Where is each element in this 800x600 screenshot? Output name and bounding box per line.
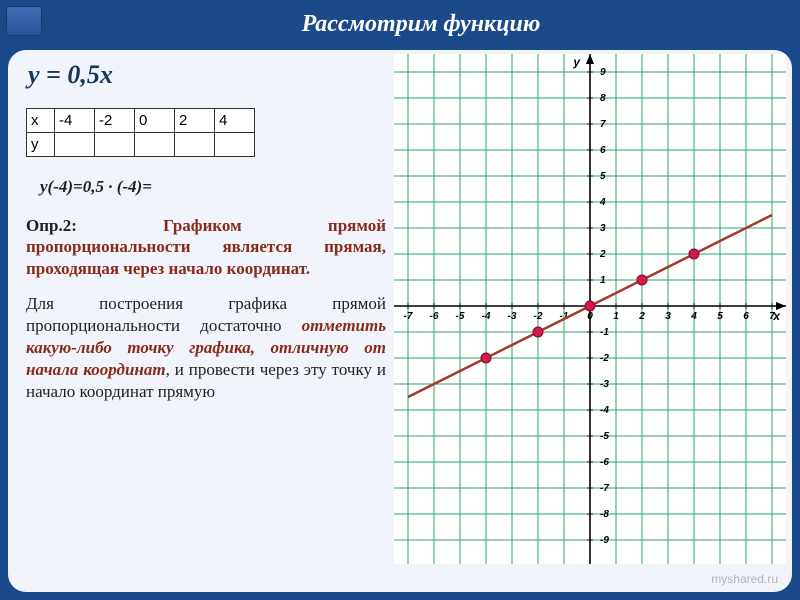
svg-text:-3: -3 [508,311,517,322]
calc-line: у(-4)=0,5 · (-4)= [40,177,386,197]
svg-text:4: 4 [690,311,697,322]
svg-text:-2: -2 [534,311,543,322]
logo [6,6,42,36]
definition: Опр.2: Графиком прямой пропорциональност… [26,215,386,279]
definition-label: Опр.2: [26,216,163,235]
svg-text:-7: -7 [404,311,413,322]
cell [95,133,135,157]
values-table: х -4 -2 0 2 4 у [26,108,255,157]
svg-text:-6: -6 [600,457,609,468]
svg-text:6: 6 [600,145,606,156]
table-row: у [27,133,255,157]
row-label-x: х [27,109,55,133]
svg-text:-8: -8 [600,509,609,520]
svg-text:0: 0 [587,311,593,322]
svg-text:1: 1 [600,275,606,286]
cell [55,133,95,157]
svg-text:4: 4 [599,197,606,208]
svg-text:8: 8 [600,93,606,104]
cell: 0 [135,109,175,133]
svg-text:3: 3 [600,223,606,234]
svg-text:5: 5 [717,311,723,322]
cell: -2 [95,109,135,133]
svg-text:-4: -4 [482,311,491,322]
table-row: х -4 -2 0 2 4 [27,109,255,133]
formula: y = 0,5x [28,60,386,90]
svg-text:x: x [772,309,781,323]
cell: 2 [175,109,215,133]
svg-text:2: 2 [638,311,645,322]
svg-text:5: 5 [600,171,606,182]
cell: 4 [215,109,255,133]
svg-text:-1: -1 [600,327,609,338]
row-label-y: у [27,133,55,157]
svg-text:-4: -4 [600,405,609,416]
svg-text:2: 2 [599,249,606,260]
content-card: y = 0,5x х -4 -2 0 2 4 у у(-4)=0,5 · (-4… [8,50,792,592]
svg-text:-5: -5 [456,311,465,322]
svg-text:-2: -2 [600,353,609,364]
chart-svg: -7-6-5-4-3-2-101234567-9-8-7-6-5-4-3-2-1… [394,54,786,564]
svg-text:3: 3 [665,311,671,322]
svg-text:6: 6 [743,311,749,322]
cell [175,133,215,157]
cell [215,133,255,157]
svg-text:7: 7 [600,119,606,130]
svg-text:-9: -9 [600,535,609,546]
svg-text:-7: -7 [600,483,609,494]
watermark: myshared.ru [711,572,778,586]
svg-text:-6: -6 [430,311,439,322]
svg-text:-3: -3 [600,379,609,390]
paragraph: Для построения графика прямой пропорцион… [26,293,386,403]
svg-text:1: 1 [613,311,619,322]
svg-text:у: у [572,55,581,69]
svg-text:9: 9 [600,67,606,78]
cell: -4 [55,109,95,133]
cell [135,133,175,157]
svg-text:-5: -5 [600,431,609,442]
coordinate-chart: -7-6-5-4-3-2-101234567-9-8-7-6-5-4-3-2-1… [394,54,786,564]
left-column: y = 0,5x х -4 -2 0 2 4 у у(-4)=0,5 · (-4… [26,60,386,578]
page-title: Рассмотрим функцию [50,4,792,44]
